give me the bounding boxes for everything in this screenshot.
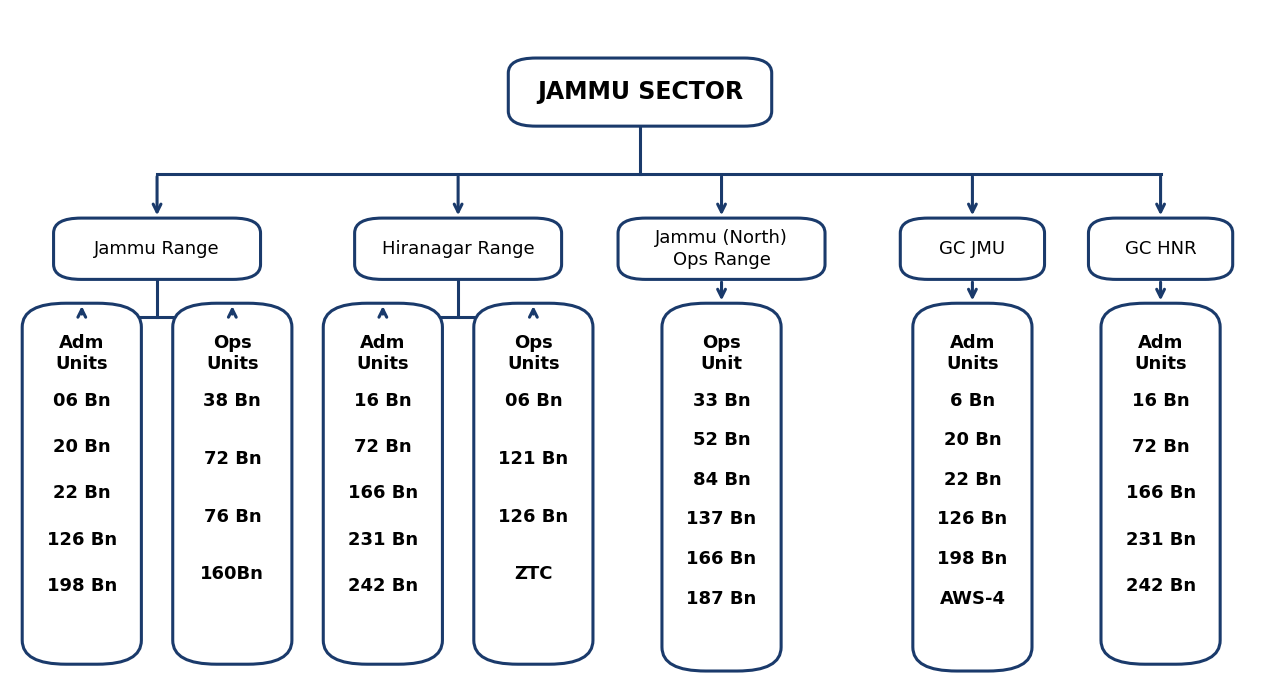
Text: 76 Bn: 76 Bn	[204, 507, 261, 525]
Text: 137 Bn: 137 Bn	[686, 510, 756, 528]
Text: 166 Bn: 166 Bn	[1125, 484, 1196, 502]
FancyBboxPatch shape	[1101, 303, 1220, 664]
Text: 20 Bn: 20 Bn	[52, 438, 110, 456]
Text: 22 Bn: 22 Bn	[943, 471, 1001, 489]
Text: 72 Bn: 72 Bn	[1132, 438, 1189, 456]
Text: 84 Bn: 84 Bn	[692, 471, 750, 489]
Text: 242 Bn: 242 Bn	[1125, 577, 1196, 595]
Text: 166 Bn: 166 Bn	[348, 484, 417, 502]
Text: Adm
Units: Adm Units	[357, 334, 410, 373]
Text: 22 Bn: 22 Bn	[52, 484, 110, 502]
Text: 198 Bn: 198 Bn	[46, 577, 116, 595]
FancyBboxPatch shape	[355, 218, 562, 279]
Text: ZTC: ZTC	[515, 566, 553, 583]
Text: Ops
Units: Ops Units	[206, 334, 259, 373]
FancyBboxPatch shape	[1088, 218, 1233, 279]
Text: Adm
Units: Adm Units	[55, 334, 108, 373]
Text: 72 Bn: 72 Bn	[355, 438, 412, 456]
Text: 20 Bn: 20 Bn	[943, 432, 1001, 450]
Text: 06 Bn: 06 Bn	[504, 392, 562, 410]
Text: GC JMU: GC JMU	[940, 240, 1006, 258]
FancyBboxPatch shape	[508, 58, 772, 126]
FancyBboxPatch shape	[22, 303, 141, 664]
Text: 126 Bn: 126 Bn	[937, 510, 1007, 528]
Text: 198 Bn: 198 Bn	[937, 550, 1007, 568]
Text: JAMMU SECTOR: JAMMU SECTOR	[536, 80, 744, 104]
Text: 121 Bn: 121 Bn	[498, 450, 568, 468]
FancyBboxPatch shape	[900, 218, 1044, 279]
FancyBboxPatch shape	[54, 218, 261, 279]
Text: 160Bn: 160Bn	[201, 566, 264, 583]
Text: Adm
Units: Adm Units	[1134, 334, 1187, 373]
Text: 6 Bn: 6 Bn	[950, 392, 995, 410]
Text: Hiranagar Range: Hiranagar Range	[381, 240, 535, 258]
Text: 06 Bn: 06 Bn	[52, 392, 110, 410]
Text: 52 Bn: 52 Bn	[692, 432, 750, 450]
FancyBboxPatch shape	[618, 218, 826, 279]
Text: 38 Bn: 38 Bn	[204, 392, 261, 410]
Text: AWS-4: AWS-4	[940, 589, 1005, 607]
Text: 16 Bn: 16 Bn	[355, 392, 412, 410]
FancyBboxPatch shape	[173, 303, 292, 664]
Text: GC HNR: GC HNR	[1125, 240, 1197, 258]
Text: Jammu (North)
Ops Range: Jammu (North) Ops Range	[655, 229, 788, 269]
Text: 166 Bn: 166 Bn	[686, 550, 756, 568]
Text: 16 Bn: 16 Bn	[1132, 392, 1189, 410]
Text: 231 Bn: 231 Bn	[348, 531, 417, 549]
Text: 187 Bn: 187 Bn	[686, 589, 756, 607]
Text: 72 Bn: 72 Bn	[204, 450, 261, 468]
Text: 33 Bn: 33 Bn	[692, 392, 750, 410]
Text: 126 Bn: 126 Bn	[47, 531, 116, 549]
FancyBboxPatch shape	[474, 303, 593, 664]
Text: Jammu Range: Jammu Range	[95, 240, 220, 258]
Text: 126 Bn: 126 Bn	[498, 507, 568, 525]
FancyBboxPatch shape	[913, 303, 1032, 671]
Text: Ops
Unit: Ops Unit	[700, 334, 742, 373]
Text: 242 Bn: 242 Bn	[348, 577, 417, 595]
Text: Adm
Units: Adm Units	[946, 334, 998, 373]
Text: Ops
Units: Ops Units	[507, 334, 559, 373]
FancyBboxPatch shape	[662, 303, 781, 671]
Text: 231 Bn: 231 Bn	[1125, 531, 1196, 549]
FancyBboxPatch shape	[324, 303, 443, 664]
